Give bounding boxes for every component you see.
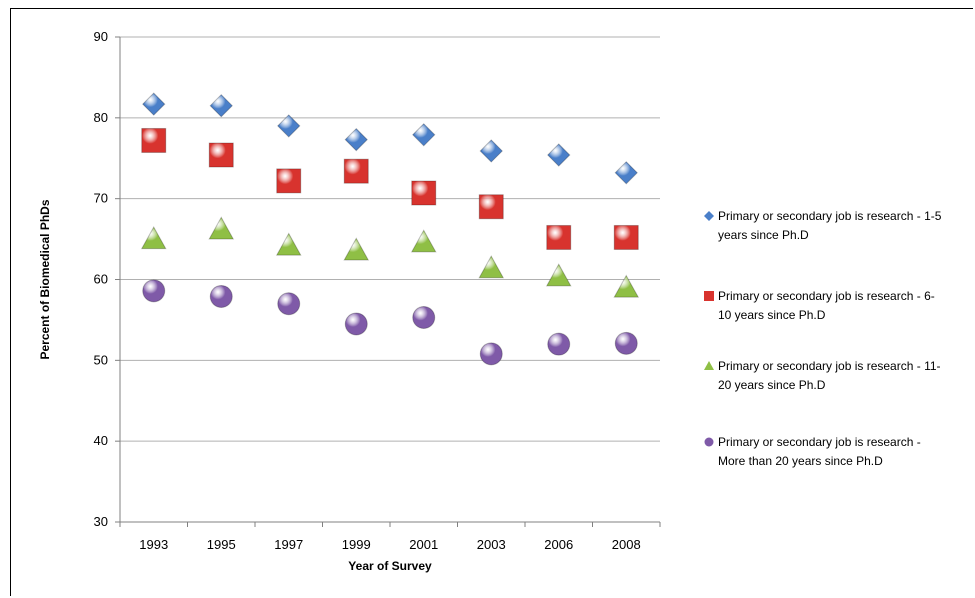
data-point-diamond	[479, 139, 503, 163]
legend-marker-square	[704, 291, 714, 301]
gridlines	[120, 36, 660, 442]
data-point-triangle	[410, 229, 437, 253]
x-tick-label: 2003	[477, 537, 506, 552]
y-axis-title: Percent of Biomedical PhDs	[38, 199, 52, 359]
y-tick-label: 90	[94, 29, 108, 44]
data-point-diamond	[277, 114, 301, 138]
legend-marker-diamond	[704, 211, 714, 221]
x-tick-label: 2008	[612, 537, 641, 552]
data-point-square	[343, 158, 369, 184]
data-point-triangle	[275, 232, 302, 256]
data-point-diamond	[547, 143, 571, 167]
legend-label: 10 years since Ph.D	[718, 308, 826, 322]
data-points	[140, 92, 640, 366]
data-point-circle	[209, 284, 233, 308]
x-tick-label: 1999	[342, 537, 371, 552]
legend-label: years since Ph.D	[718, 228, 809, 242]
data-point-square	[276, 168, 302, 194]
data-point-circle	[344, 312, 368, 336]
data-point-circle	[142, 279, 166, 303]
axes	[115, 36, 661, 527]
data-point-circle	[479, 342, 503, 366]
legend-label: Primary or secondary job is research - 1…	[718, 359, 941, 373]
legend-label: Primary or secondary job is research -	[718, 435, 921, 449]
data-point-square	[208, 142, 234, 168]
x-tick-label: 2006	[544, 537, 573, 552]
data-point-square	[141, 127, 167, 153]
x-tick-labels: 1993 1995 1997 1999 2001 2003 2006 2008	[139, 537, 640, 552]
y-tick-label: 50	[94, 352, 108, 367]
data-point-circle	[277, 292, 301, 316]
y-tick-label: 80	[94, 110, 108, 125]
legend-label: Primary or secondary job is research - 1…	[718, 209, 942, 223]
x-axis-title: Year of Survey	[348, 559, 432, 573]
chart-frame	[10, 8, 973, 596]
data-point-triangle	[140, 226, 167, 250]
y-tick-label: 60	[94, 272, 108, 287]
x-tick-label: 1993	[139, 537, 168, 552]
x-tick-label: 1997	[274, 537, 303, 552]
data-point-triangle	[545, 263, 572, 287]
y-tick-label: 30	[94, 514, 108, 529]
y-tick-labels: 30 40 50 60 70 80 90	[94, 29, 108, 529]
legend-marker-circle	[704, 437, 714, 447]
legend-marker-triangle	[704, 361, 714, 370]
x-tick-label: 2001	[409, 537, 438, 552]
data-point-triangle	[613, 274, 640, 298]
data-point-diamond	[209, 94, 233, 118]
data-point-square	[411, 180, 437, 206]
data-point-square	[546, 224, 572, 250]
data-point-triangle	[478, 255, 505, 279]
legend-label: More than 20 years since Ph.D	[718, 454, 883, 468]
legend-label: Primary or secondary job is research - 6…	[718, 289, 935, 303]
data-point-diamond	[614, 161, 638, 185]
data-point-circle	[614, 331, 638, 355]
data-point-square	[478, 194, 504, 220]
data-point-triangle	[208, 216, 235, 240]
y-tick-label: 70	[94, 191, 108, 206]
data-point-triangle	[343, 237, 370, 261]
y-tick-label: 40	[94, 433, 108, 448]
data-point-circle	[547, 332, 571, 356]
data-point-circle	[412, 305, 436, 329]
data-point-diamond	[412, 123, 436, 147]
x-tick-label: 1995	[207, 537, 236, 552]
data-point-diamond	[344, 127, 368, 152]
data-point-square	[613, 224, 639, 250]
legend-label: 20 years since Ph.D	[718, 378, 826, 392]
data-point-diamond	[142, 92, 166, 116]
legend: Primary or secondary job is research - 1…	[704, 209, 942, 468]
